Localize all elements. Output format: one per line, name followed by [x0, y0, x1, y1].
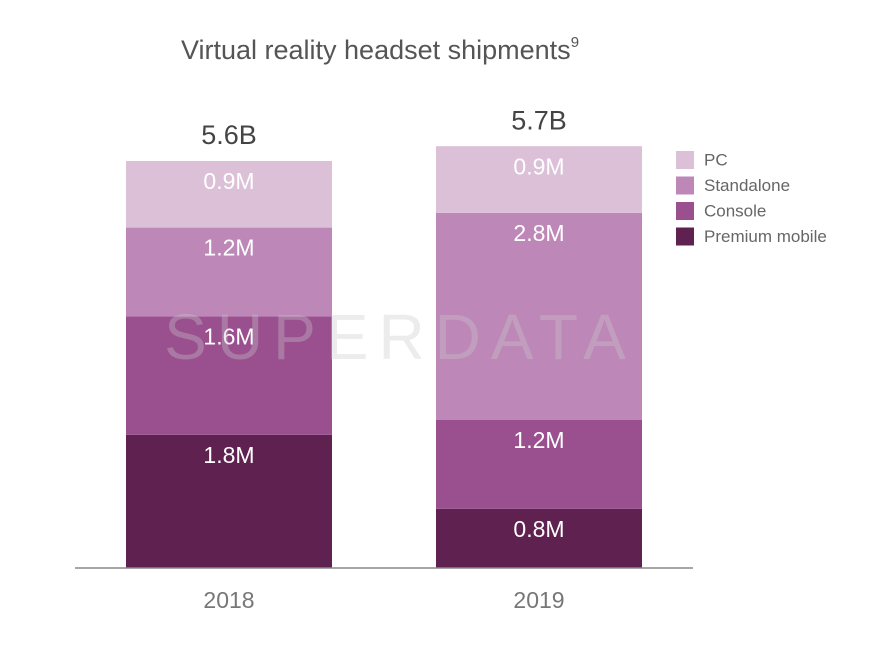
- value-label: 2.8M: [513, 220, 564, 246]
- legend-label: Standalone: [704, 176, 790, 195]
- value-label: 0.9M: [513, 153, 564, 179]
- legend-label: PC: [704, 150, 728, 169]
- x-tick-label: 2019: [513, 587, 564, 613]
- legend-label: Premium mobile: [704, 227, 827, 246]
- bar-segment: [436, 146, 642, 213]
- bar-segment: [436, 212, 642, 420]
- bar-segment: [436, 420, 642, 509]
- bar-segment: [126, 434, 332, 568]
- bar-segment: [126, 161, 332, 228]
- title-footnote: 9: [571, 34, 579, 51]
- x-tick-label: 2018: [203, 587, 254, 613]
- value-label: 1.6M: [203, 323, 254, 349]
- chart-title: Virtual reality headset shipments9: [181, 34, 579, 65]
- legend-swatch: [676, 202, 694, 220]
- value-label: 1.8M: [203, 442, 254, 468]
- bar-segment: [126, 316, 332, 435]
- legend-swatch: [676, 227, 694, 246]
- value-label: 0.8M: [513, 516, 564, 542]
- total-label: 5.6B: [201, 120, 257, 150]
- value-label: 1.2M: [513, 427, 564, 453]
- title-text: Virtual reality headset shipments: [181, 35, 571, 65]
- legend-swatch: [676, 151, 694, 169]
- legend-swatch: [676, 176, 694, 195]
- value-label: 0.9M: [203, 168, 254, 194]
- value-label: 1.2M: [203, 235, 254, 261]
- watermark: SUPERDATA: [164, 301, 636, 373]
- legend-label: Console: [704, 201, 766, 220]
- bar-segment: [126, 227, 332, 317]
- total-label: 5.7B: [511, 105, 567, 135]
- bar-segment: [436, 508, 642, 568]
